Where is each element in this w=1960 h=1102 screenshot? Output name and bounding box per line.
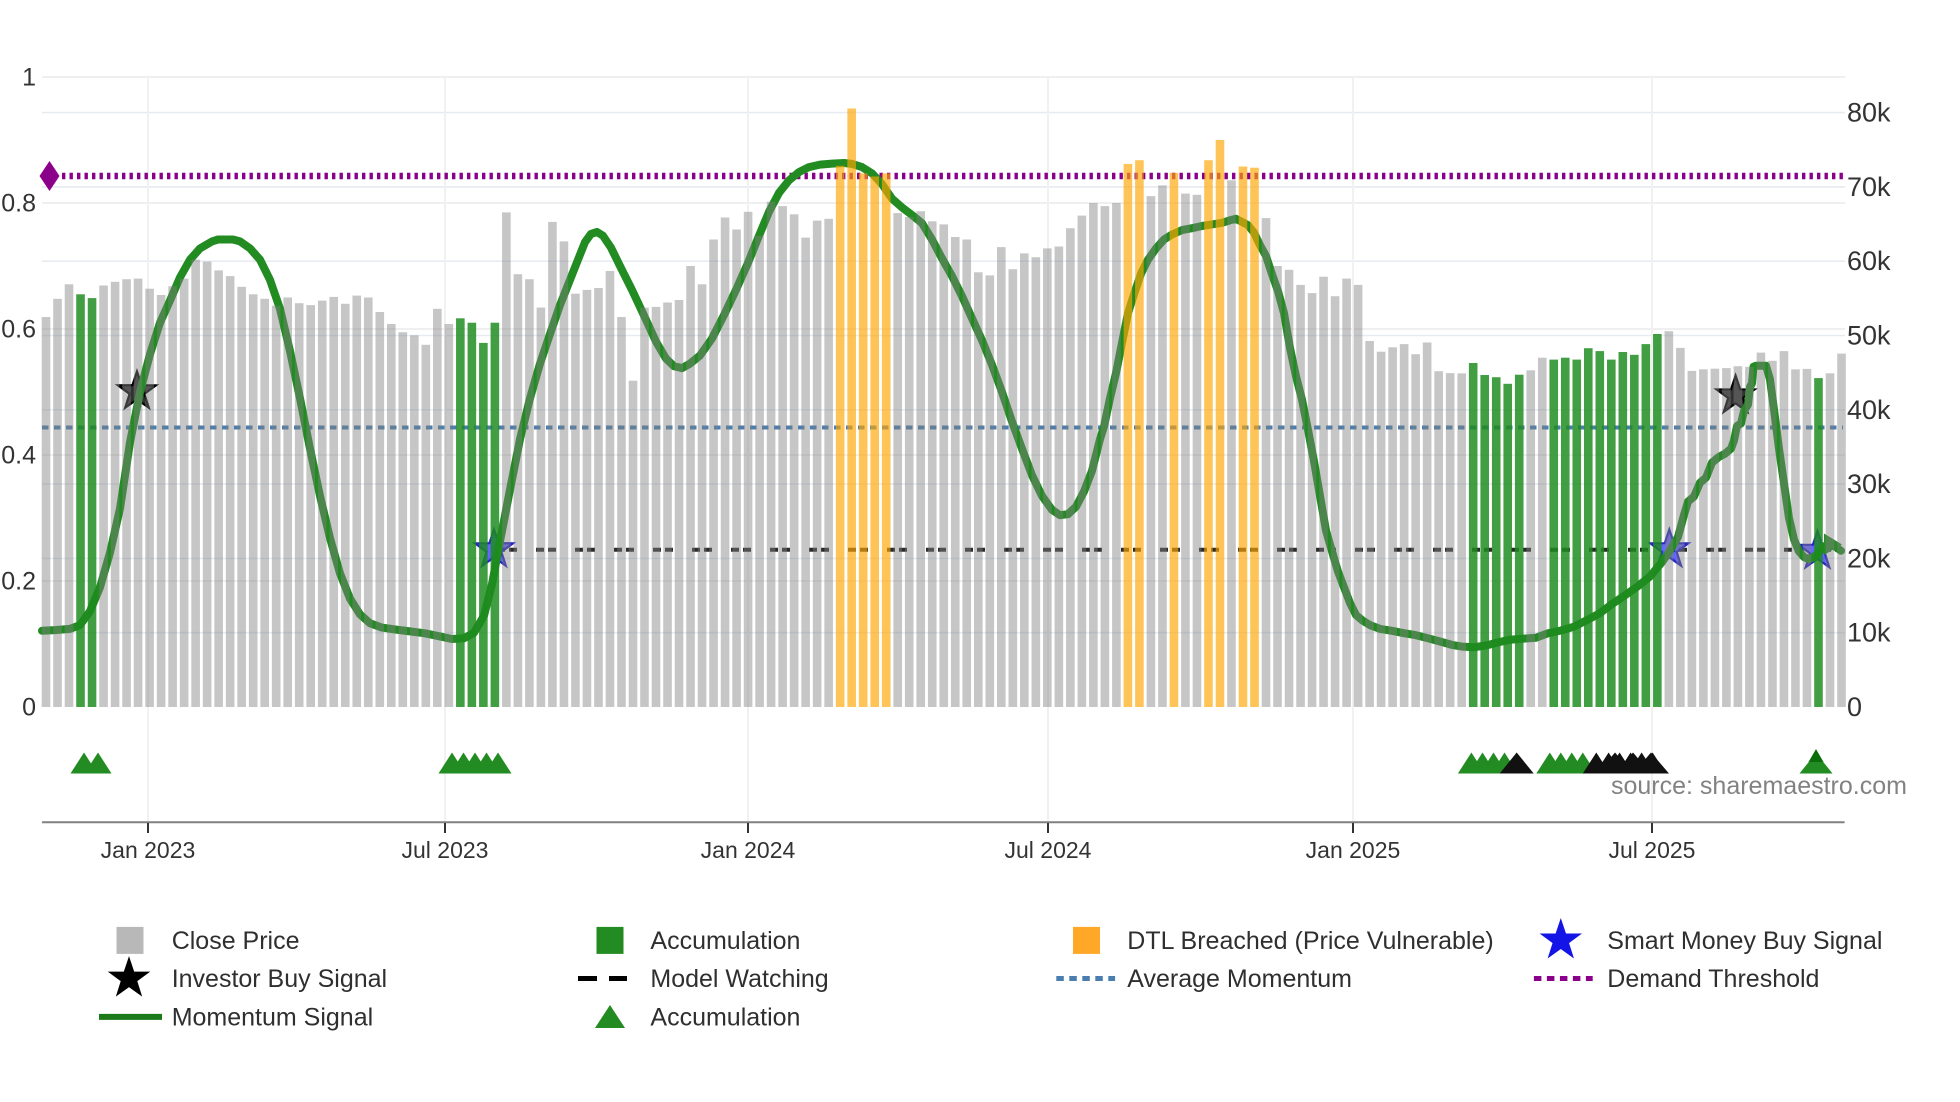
svg-text:DTL Breached (Price Vulnerable: DTL Breached (Price Vulnerable) [1127,927,1493,955]
svg-text:0.4: 0.4 [1,442,36,470]
svg-text:20k: 20k [1847,543,1891,573]
svg-text:0: 0 [1847,692,1862,722]
svg-text:Investor Buy Signal: Investor Buy Signal [172,965,387,993]
svg-text:Jan 2025: Jan 2025 [1306,837,1401,863]
svg-text:0: 0 [22,694,36,722]
svg-text:50k: 50k [1847,321,1891,351]
svg-text:Jul 2023: Jul 2023 [402,837,489,863]
svg-text:Jan 2023: Jan 2023 [101,837,196,863]
svg-text:Smart Money Buy Signal: Smart Money Buy Signal [1607,927,1882,955]
svg-text:70k: 70k [1847,172,1891,202]
svg-text:10k: 10k [1847,618,1891,648]
svg-text:0.6: 0.6 [1,316,36,344]
svg-text:Model Watching: Model Watching [650,965,828,993]
svg-text:Accumulation: Accumulation [650,1004,800,1032]
svg-text:0.8: 0.8 [1,190,36,218]
svg-text:Close Price: Close Price [172,927,300,955]
svg-text:source: sharemaestro.com: source: sharemaestro.com [1611,772,1907,800]
svg-text:Accumulation: Accumulation [650,927,800,955]
svg-text:60k: 60k [1847,246,1891,276]
svg-text:1: 1 [22,64,36,92]
svg-text:Average Momentum: Average Momentum [1127,965,1352,993]
svg-text:0.2: 0.2 [1,568,36,596]
svg-text:Jul 2024: Jul 2024 [1005,837,1092,863]
svg-text:40k: 40k [1847,395,1891,425]
svg-text:Jul 2025: Jul 2025 [1609,837,1696,863]
svg-text:Jan 2024: Jan 2024 [701,837,796,863]
svg-text:Demand Threshold: Demand Threshold [1607,965,1819,993]
svg-text:Momentum Signal: Momentum Signal [172,1004,373,1032]
svg-text:80k: 80k [1847,98,1891,128]
svg-text:30k: 30k [1847,469,1891,499]
